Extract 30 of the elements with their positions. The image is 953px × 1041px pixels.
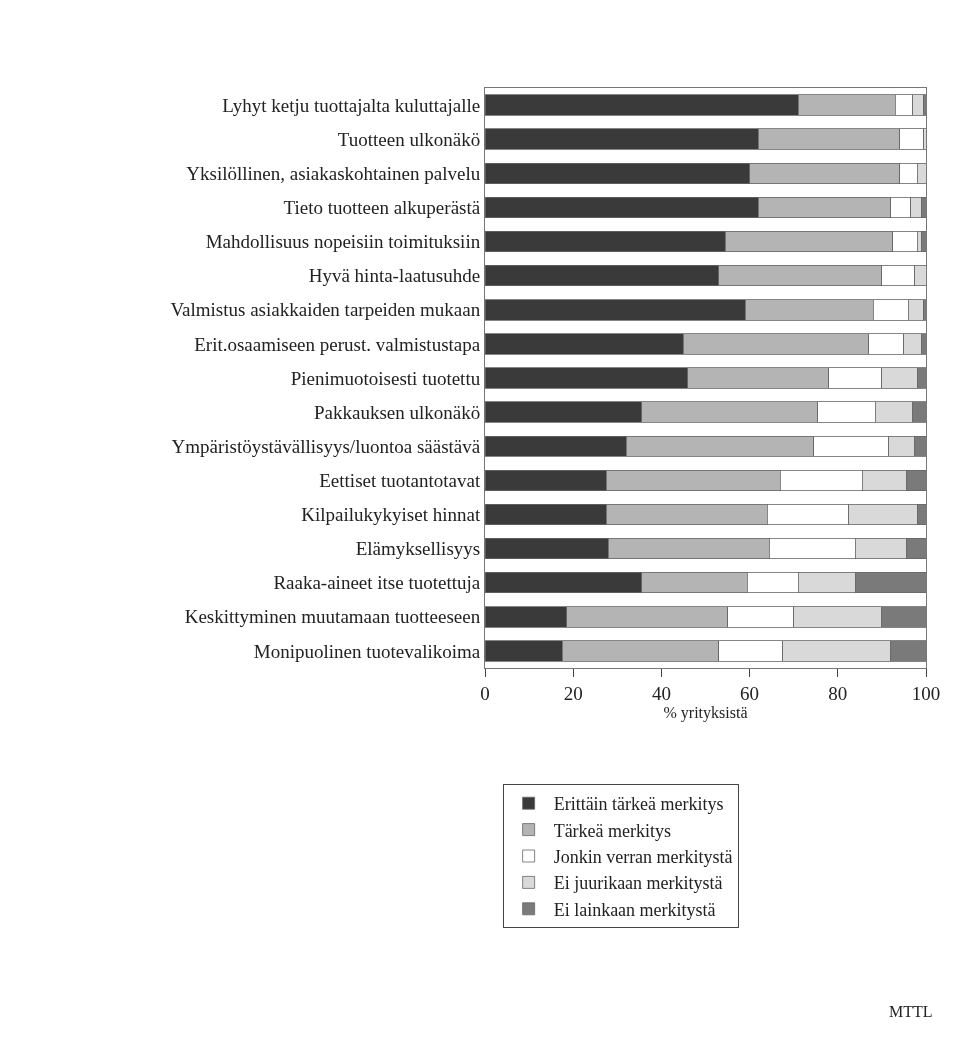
text: MTTL: [889, 1003, 933, 1020]
y-tick-label: Hyvä hinta-laatusuhde: [308, 265, 481, 287]
y-tick-label: Kilpailukykyiset hinnat: [301, 504, 481, 526]
legend-label: Jonkin verran merkitystä: [553, 847, 733, 868]
y-tick-label: Tuotteen ulkonäkö: [337, 128, 481, 150]
x-tick-label: 60: [740, 682, 760, 704]
legend-label: Ei lainkaan merkitystä: [553, 899, 716, 920]
legend-label: Ei juurikaan merkitystä: [553, 873, 723, 894]
y-tick-label: Erit.osaamiseen perust. valmistustapa: [194, 333, 481, 355]
x-tick-label: 40: [651, 682, 671, 704]
y-tick-label: Lyhyt ketju tuottajalta kuluttajalle: [222, 94, 481, 116]
x-tick-label: 80: [828, 682, 848, 704]
y-tick-label: Eettiset tuotantotavat: [319, 470, 481, 491]
y-tick-label: Ympäristöystävällisyys/luontoa säästävä: [171, 435, 481, 457]
y-tick-label: Monipuolinen tuotevalikoima: [253, 640, 481, 662]
y-tick-label: Valmistus asiakkaiden tarpeiden mukaan: [170, 299, 481, 321]
legend-label: Tärkeä merkitys: [553, 820, 672, 841]
y-tick-label: Pakkauksen ulkonäkö: [313, 401, 481, 423]
y-tick-label: Tieto tuotteen alkuperästä: [283, 197, 481, 219]
x-axis-title: % yrityksistä: [663, 704, 748, 723]
x-tick-label: 0: [480, 682, 490, 704]
y-tick-label: Yksilöllinen, asiakaskohtainen palvelu: [186, 162, 481, 184]
y-tick-label: Mahdollisuus nopeisiin toimituksiin: [205, 231, 481, 253]
x-tick-label: 20: [563, 682, 583, 704]
y-tick-label: Keskittyminen muutamaan tuotteeseen: [184, 606, 481, 628]
y-tick-label: Raaka-aineet itse tuotettuja: [273, 572, 481, 594]
y-tick-label: Pienimuotoisesti tuotettu: [290, 367, 481, 389]
x-tick-label: 100: [911, 682, 941, 704]
legend-label: Erittäin tärkeä merkitys: [553, 794, 724, 815]
y-tick-label: Elämyksellisyys: [355, 538, 481, 560]
